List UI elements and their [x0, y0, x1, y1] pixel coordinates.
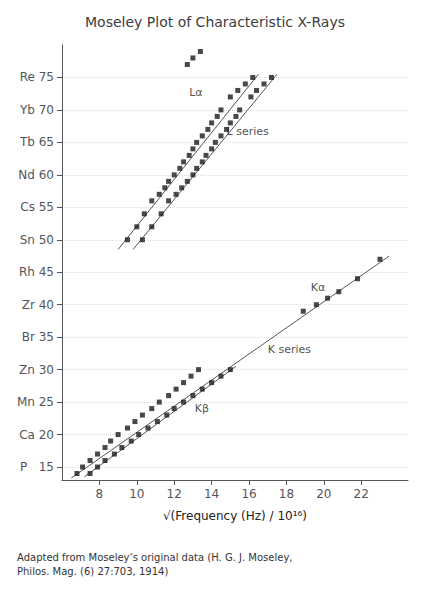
svg-text:12: 12: [167, 487, 182, 501]
svg-text:Kβ: Kβ: [195, 402, 209, 415]
svg-text:Adapted from Moseley’s origina: Adapted from Moseley’s original data (H.…: [17, 552, 292, 563]
svg-text:16: 16: [241, 487, 256, 501]
svg-text:Lα: Lα: [189, 86, 202, 99]
svg-text:Nd 60: Nd 60: [18, 168, 54, 182]
svg-text:20: 20: [316, 487, 331, 501]
svg-text:22: 22: [354, 487, 369, 501]
svg-text:L series: L series: [227, 125, 269, 138]
svg-text:Moseley Plot of Characteristic: Moseley Plot of Characteristic X-Rays: [85, 14, 345, 30]
svg-text:Rh 45: Rh 45: [19, 265, 54, 279]
svg-text:P 15: P 15: [20, 460, 54, 474]
svg-text:Philos. Mag. (6) 27:703, 1914): Philos. Mag. (6) 27:703, 1914): [17, 566, 168, 577]
svg-text:18: 18: [279, 487, 294, 501]
svg-text:8: 8: [96, 487, 104, 501]
svg-text:14: 14: [204, 487, 219, 501]
svg-text:Kα: Kα: [311, 281, 325, 294]
svg-text:Re 75: Re 75: [20, 70, 54, 84]
svg-text:√(Frequency (Hz) / 10¹⁶): √(Frequency (Hz) / 10¹⁶): [163, 509, 307, 523]
svg-text:Ca 20: Ca 20: [19, 428, 54, 442]
svg-text:Cs 55: Cs 55: [20, 200, 54, 214]
svg-text:K series: K series: [268, 343, 312, 356]
svg-text:Tb 65: Tb 65: [19, 135, 54, 149]
svg-text:Sn 50: Sn 50: [20, 233, 54, 247]
svg-text:Br 35: Br 35: [22, 330, 54, 344]
svg-text:Yb 70: Yb 70: [19, 103, 54, 117]
svg-text:Zr 40: Zr 40: [22, 298, 54, 312]
svg-text:Zn 30: Zn 30: [19, 363, 54, 377]
svg-text:10: 10: [129, 487, 144, 501]
svg-text:Mn 25: Mn 25: [17, 395, 54, 409]
